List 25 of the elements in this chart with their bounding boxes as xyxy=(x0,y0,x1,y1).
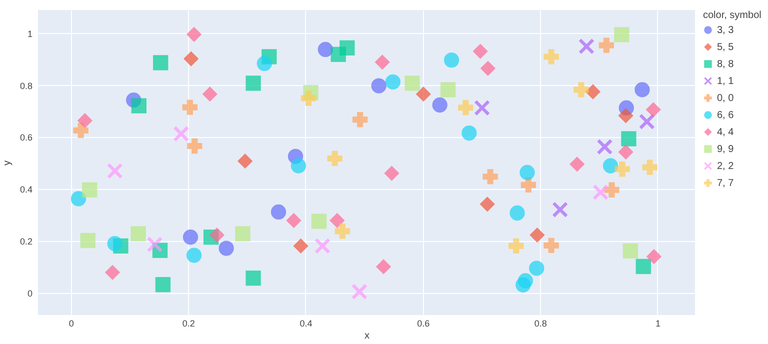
legend-label: 9, 9 xyxy=(717,144,734,155)
x-tick-label: 1 xyxy=(655,318,660,328)
legend-label: 5, 5 xyxy=(717,42,734,53)
x-tick-label: 0.8 xyxy=(534,318,547,328)
x-tick-label: 0.6 xyxy=(417,318,430,328)
x-axis-title: x xyxy=(364,330,370,342)
legend-label: 4, 4 xyxy=(717,127,734,138)
legend-label: 2, 2 xyxy=(717,161,734,172)
y-tick-label: 0 xyxy=(27,288,32,298)
y-tick-label: 1 xyxy=(27,28,32,39)
legend-label: 8, 8 xyxy=(717,59,734,70)
y-axis-title: y xyxy=(2,160,13,166)
legend-label: 7, 7 xyxy=(717,178,734,189)
legend-title: color, symbol xyxy=(703,10,762,21)
legend-label: 6, 6 xyxy=(717,110,734,121)
x-tick-label: 0.2 xyxy=(182,318,195,328)
y-tick-label: 0.4 xyxy=(20,184,32,195)
y-tick-label: 0.2 xyxy=(20,236,32,247)
legend-label: 1, 1 xyxy=(717,76,734,87)
y-tick-label: 0.6 xyxy=(20,132,32,143)
legend-label: 3, 3 xyxy=(717,25,734,36)
legend-label: 0, 0 xyxy=(717,93,734,104)
x-tick-label: 0 xyxy=(68,318,74,328)
x-tick-label: 0.4 xyxy=(300,318,312,328)
y-tick-label: 0.8 xyxy=(20,80,32,91)
